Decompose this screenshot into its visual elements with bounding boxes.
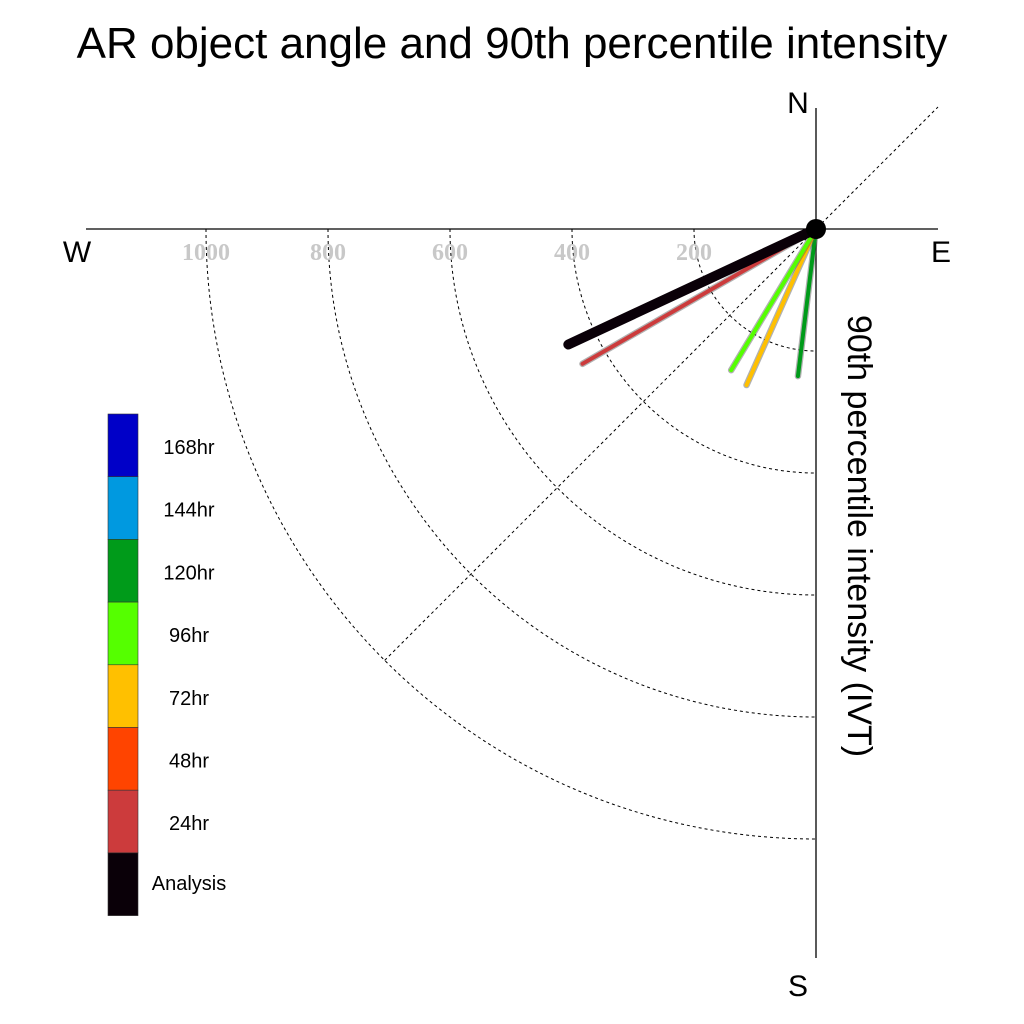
tick-label-600: 600 <box>432 240 468 266</box>
south-label: S <box>788 970 808 1003</box>
legend-label-168hr: 168hr <box>163 437 214 459</box>
vector-Analysis <box>563 224 821 350</box>
grid-arc-200 <box>693 228 817 352</box>
legend-label-Analysis: Analysis <box>152 873 226 895</box>
legend-swatch-168hr <box>107 413 139 478</box>
origin-dot <box>806 219 826 239</box>
grid-arc-400 <box>571 228 817 474</box>
legend-label-144hr: 144hr <box>163 500 214 522</box>
legend-label-24hr: 24hr <box>169 813 209 835</box>
tick-label-400: 400 <box>554 240 590 266</box>
vector-72hr <box>744 227 818 388</box>
chart-title: AR object angle and 90th percentile inte… <box>77 19 948 68</box>
legend: 168hr 144hr 120hr 96hr 72hr 48hr 24hr Analysis <box>107 413 226 916</box>
north-label: N <box>787 87 809 120</box>
grid-arcs <box>205 228 817 840</box>
tick-label-200: 200 <box>676 240 712 266</box>
legend-swatch-Analysis <box>107 852 139 916</box>
legend-swatch-96hr <box>107 601 139 666</box>
diagonal-guide <box>384 106 939 661</box>
legend-label-72hr: 72hr <box>169 688 209 710</box>
grid-arc-1000 <box>205 228 817 840</box>
legend-swatch-120hr <box>107 539 139 603</box>
legend-swatch-48hr <box>107 727 139 791</box>
legend-label-96hr: 96hr <box>169 625 209 647</box>
legend-swatch-144hr <box>107 476 139 540</box>
grid-arc-600 <box>449 228 817 596</box>
legend-swatch-24hr <box>107 789 139 854</box>
tick-label-800: 800 <box>310 240 346 266</box>
vectors <box>563 224 821 389</box>
grid-arc-800 <box>327 228 817 718</box>
legend-label-48hr: 48hr <box>169 751 209 773</box>
east-label: E <box>931 236 951 269</box>
legend-label-120hr: 120hr <box>163 562 214 584</box>
vector-96hr <box>729 227 818 373</box>
tick-label-1000: 1000 <box>182 240 230 266</box>
vector-120hr <box>795 227 818 379</box>
radial-axis-label: 90th percentile intensity (IVT) <box>840 315 878 757</box>
west-label: W <box>63 236 92 269</box>
legend-swatch-72hr <box>107 664 139 728</box>
radial-tick-labels: 200 400 600 800 1000 <box>182 240 712 266</box>
